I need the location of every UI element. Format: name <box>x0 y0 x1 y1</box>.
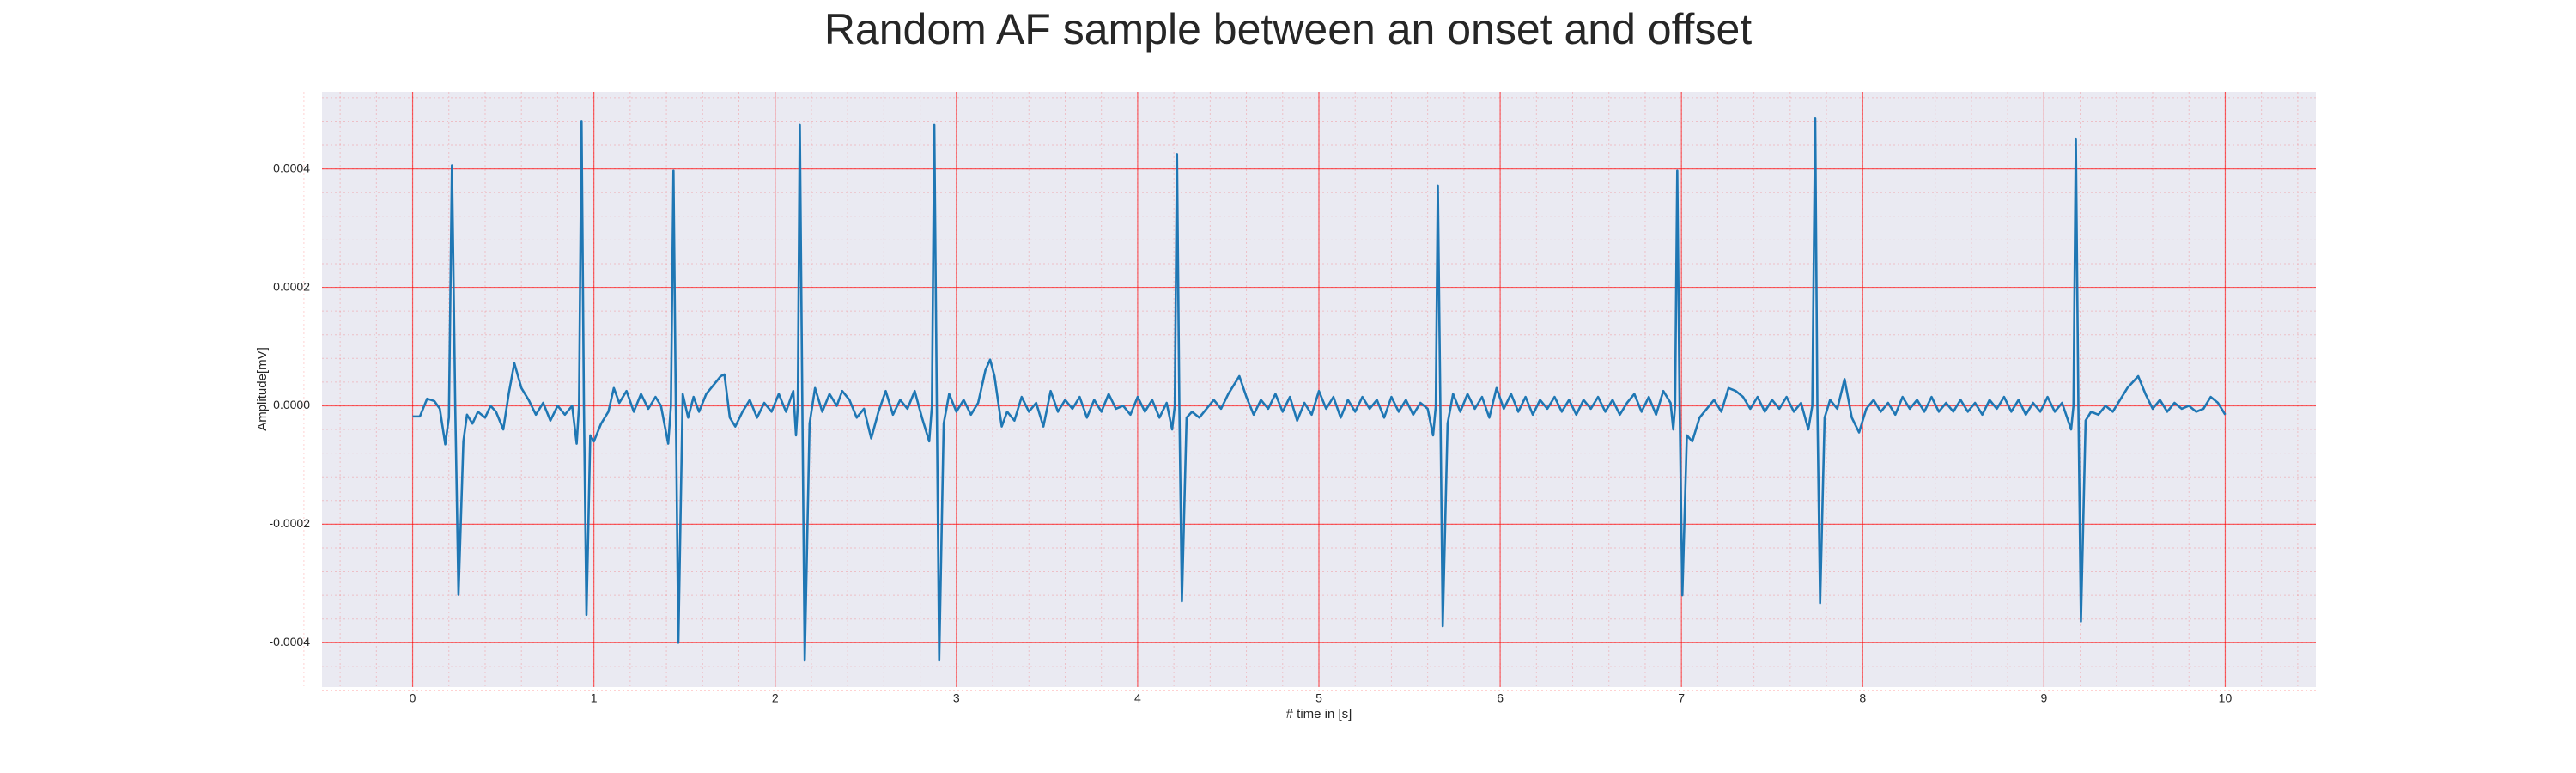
x-tick-label: 4 <box>1134 691 1141 705</box>
y-tick-label: -0.0004 <box>270 635 311 648</box>
x-tick-label: 8 <box>1859 691 1866 705</box>
y-axis-label: Amplitude[mV] <box>255 347 270 431</box>
x-tick-label: 7 <box>1678 691 1685 705</box>
x-tick-label: 5 <box>1315 691 1322 705</box>
x-tick-label: 10 <box>2219 691 2233 705</box>
x-tick-label: 0 <box>410 691 416 705</box>
x-tick-label: 1 <box>591 691 598 705</box>
y-tick-label: 0.0002 <box>273 279 310 293</box>
plot-layer <box>303 92 2316 691</box>
signal-line <box>412 117 2227 662</box>
x-tick-label: 2 <box>772 691 779 705</box>
x-tick-label: 3 <box>953 691 960 705</box>
chart-title: Random AF sample between an onset and of… <box>824 5 1752 53</box>
x-tick-label: 9 <box>2040 691 2047 705</box>
x-axis-label: # time in [s] <box>1286 707 1352 721</box>
y-tick-label: 0.0000 <box>273 398 310 411</box>
y-tick-label: 0.0004 <box>273 161 310 174</box>
x-tick-label: 6 <box>1497 691 1504 705</box>
y-tick-label: -0.0002 <box>270 516 311 530</box>
